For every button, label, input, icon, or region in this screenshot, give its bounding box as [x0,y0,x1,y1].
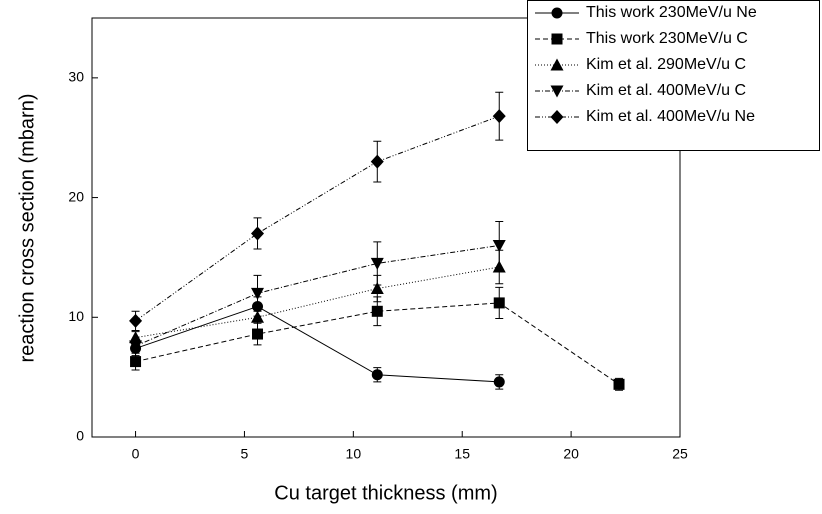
series-line [135,244,500,347]
legend-label: Kim et al. 290MeV/u C [586,56,746,73]
x-tick-label: 5 [241,446,249,462]
legend-label: This work 230MeV/u C [586,30,748,47]
x-tick-label: 25 [672,446,688,462]
x-tick-label: 15 [454,446,470,462]
y-tick-label: 30 [68,69,84,85]
plot-frame [91,17,681,438]
x-axis-label: Cu target thickness (mm) [274,482,497,504]
marker [492,109,506,124]
x-tick-label: 0 [132,446,140,462]
marker [550,110,564,124]
marker [129,313,143,328]
series-line [135,302,620,385]
legend-box [527,0,820,151]
marker [252,328,264,340]
marker [371,305,383,317]
marker [493,376,505,388]
y-axis-label: reaction cross section (mbarn) [16,94,38,363]
y-tick-label: 20 [68,188,84,204]
legend-label: Kim et al. 400MeV/u Ne [586,108,755,125]
marker [130,356,142,368]
series-line [135,305,500,383]
marker [251,226,265,241]
marker [551,7,563,19]
marker [251,310,265,323]
series-line [135,266,500,339]
marker [613,378,625,390]
marker [493,297,505,309]
marker [370,257,384,270]
marker [551,33,563,45]
marker [129,340,143,353]
marker [550,58,564,71]
y-tick-label: 10 [68,308,84,324]
x-tick-label: 20 [563,446,579,462]
marker [371,369,383,381]
y-tick-label: 0 [76,428,84,444]
marker [251,287,265,300]
marker [492,239,506,252]
marker [550,85,564,98]
x-tick-label: 10 [346,446,362,462]
legend-label: This work 230MeV/u Ne [586,4,757,21]
legend-label: Kim et al. 400MeV/u C [586,82,746,99]
series-line [135,115,500,322]
marker [370,282,384,295]
marker [370,154,384,169]
